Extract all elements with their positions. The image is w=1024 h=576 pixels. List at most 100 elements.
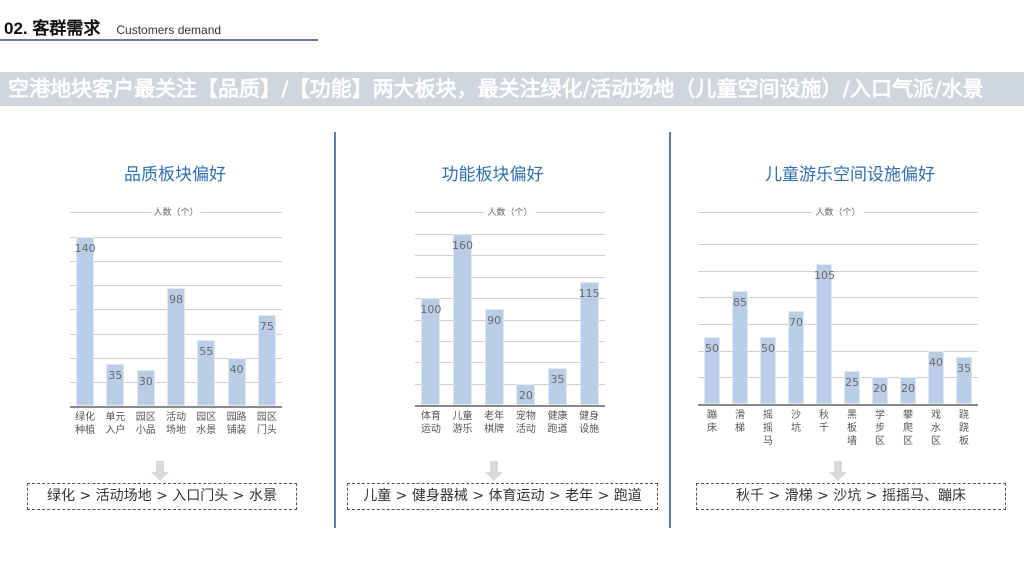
bar: 115 bbox=[578, 282, 600, 405]
summary-function: 儿童 > 健身器械 > 体育运动 > 老年 > 跑道 bbox=[347, 483, 658, 510]
x-axis bbox=[698, 404, 978, 406]
data-label: 30 bbox=[138, 374, 153, 388]
panel-divider bbox=[334, 132, 336, 528]
gridline bbox=[415, 340, 605, 342]
category-label: 学步区 bbox=[875, 410, 885, 447]
category-label: 黑板墙 bbox=[847, 410, 857, 447]
category-label: 健身 设施 bbox=[579, 411, 600, 435]
chart-kids: 人数（个） 50 蹦床 85 滑梯 50 摇摇马 70 沙坑 105 秋千 25 黑板墙 20 学步区 20 攀… bbox=[698, 205, 978, 455]
x-axis bbox=[70, 406, 282, 408]
category-label: 绿化 种植 bbox=[75, 412, 96, 436]
category-label: 园区 小品 bbox=[135, 412, 156, 436]
gridline bbox=[415, 234, 605, 235]
gridline bbox=[415, 298, 605, 300]
category-label: 园区 水景 bbox=[196, 412, 217, 436]
data-label: 40 bbox=[229, 362, 244, 376]
gridline bbox=[698, 297, 978, 299]
data-label: 160 bbox=[452, 239, 473, 252]
bar: 85 bbox=[732, 290, 748, 404]
headline-banner: 空港地块客户最关注【品质】/【功能】两大板块，最关注绿化/活动场地（儿童空间设施… bbox=[0, 72, 1024, 106]
category-label: 儿童 游乐 bbox=[452, 411, 473, 435]
bar: 30 bbox=[136, 369, 155, 406]
gridline bbox=[698, 324, 978, 325]
gridline bbox=[698, 350, 978, 352]
data-label: 20 bbox=[518, 388, 533, 402]
data-label: 40 bbox=[929, 355, 943, 369]
category-label: 园路 铺装 bbox=[226, 412, 247, 436]
gridline bbox=[415, 319, 605, 321]
bar: 40 bbox=[227, 357, 246, 406]
data-label: 70 bbox=[789, 315, 803, 329]
bar: 105 bbox=[814, 264, 835, 404]
gridline bbox=[698, 270, 978, 272]
data-label: 20 bbox=[873, 382, 887, 396]
section-title: 02. 客群需求 bbox=[4, 19, 101, 38]
header-underline bbox=[0, 39, 318, 41]
data-label: 140 bbox=[74, 242, 96, 255]
summary-kids: 秋千 > 滑梯 > 沙坑 > 摇摇马、蹦床 bbox=[696, 483, 1006, 510]
data-label: 35 bbox=[108, 368, 123, 382]
bar: 160 bbox=[452, 234, 473, 405]
category-label: 戏水区 bbox=[931, 410, 941, 447]
section-header: 02. 客群需求 Customers demand bbox=[4, 14, 221, 39]
category-label: 活动 场地 bbox=[165, 412, 186, 436]
bar: 140 bbox=[74, 237, 96, 406]
gridline bbox=[70, 261, 282, 263]
bar: 98 bbox=[167, 287, 185, 406]
data-label: 50 bbox=[705, 342, 719, 356]
gridline bbox=[415, 255, 605, 257]
category-label: 沙坑 bbox=[791, 410, 801, 434]
bar: 35 bbox=[548, 367, 567, 405]
category-label: 老年 棋牌 bbox=[484, 411, 505, 435]
y-axis-label: 人数（个） bbox=[812, 205, 864, 218]
bar: 35 bbox=[106, 363, 125, 406]
bar: 75 bbox=[257, 315, 276, 406]
summary-quality: 绿化 > 活动场地 > 入口门头 > 水景 bbox=[27, 483, 297, 510]
section-subtitle: Customers demand bbox=[116, 23, 222, 37]
panel-title-quality: 品质板块偏好 bbox=[124, 165, 226, 185]
bar: 90 bbox=[484, 308, 504, 405]
data-label: 75 bbox=[259, 320, 274, 334]
category-label: 滑梯 bbox=[735, 410, 745, 434]
chart-function: 人数（个） 100 体育 运动 160 儿童 游乐 90 老年 棋牌 20 宠物 活动 35 健康 跑道 115… bbox=[415, 205, 605, 445]
gridline bbox=[415, 276, 605, 278]
data-label: 100 bbox=[420, 303, 442, 317]
panel-title-kids: 儿童游乐空间设施偏好 bbox=[765, 165, 935, 185]
bar: 50 bbox=[704, 337, 720, 404]
data-label: 98 bbox=[169, 292, 183, 306]
data-label: 105 bbox=[814, 269, 835, 282]
y-axis-label: 人数（个） bbox=[484, 205, 536, 218]
category-label: 摇摇马 bbox=[763, 410, 773, 447]
bar: 20 bbox=[900, 377, 916, 404]
panel-divider bbox=[669, 132, 671, 528]
category-label: 蹦床 bbox=[707, 410, 717, 434]
data-label: 25 bbox=[845, 375, 859, 389]
data-label: 85 bbox=[733, 295, 747, 309]
bar: 40 bbox=[928, 350, 944, 404]
bar: 20 bbox=[516, 383, 536, 405]
data-label: 35 bbox=[550, 372, 565, 386]
panel-title-function: 功能板块偏好 bbox=[441, 165, 544, 185]
category-label: 攀爬区 bbox=[903, 410, 913, 447]
category-label: 跷跷板 bbox=[959, 410, 969, 447]
bar: 50 bbox=[760, 337, 776, 404]
gridline bbox=[698, 377, 978, 379]
bar: 70 bbox=[788, 310, 804, 404]
category-label: 园区 门头 bbox=[256, 412, 277, 436]
data-label: 20 bbox=[901, 382, 915, 396]
bar: 25 bbox=[844, 370, 860, 404]
gridline bbox=[70, 237, 282, 238]
gridline bbox=[415, 362, 605, 364]
y-axis-label: 人数（个） bbox=[150, 205, 202, 218]
bar: 35 bbox=[956, 357, 972, 404]
category-label: 秋千 bbox=[819, 410, 829, 434]
gridline bbox=[415, 383, 605, 385]
category-label: 宠物 活动 bbox=[515, 411, 536, 435]
category-label: 健康 跑道 bbox=[547, 411, 568, 435]
data-label: 115 bbox=[578, 287, 600, 301]
category-label: 单元 入户 bbox=[105, 412, 126, 436]
category-label: 体育 运动 bbox=[420, 411, 441, 435]
x-axis bbox=[415, 405, 605, 407]
bar: 20 bbox=[872, 377, 888, 404]
gridline bbox=[698, 244, 978, 245]
